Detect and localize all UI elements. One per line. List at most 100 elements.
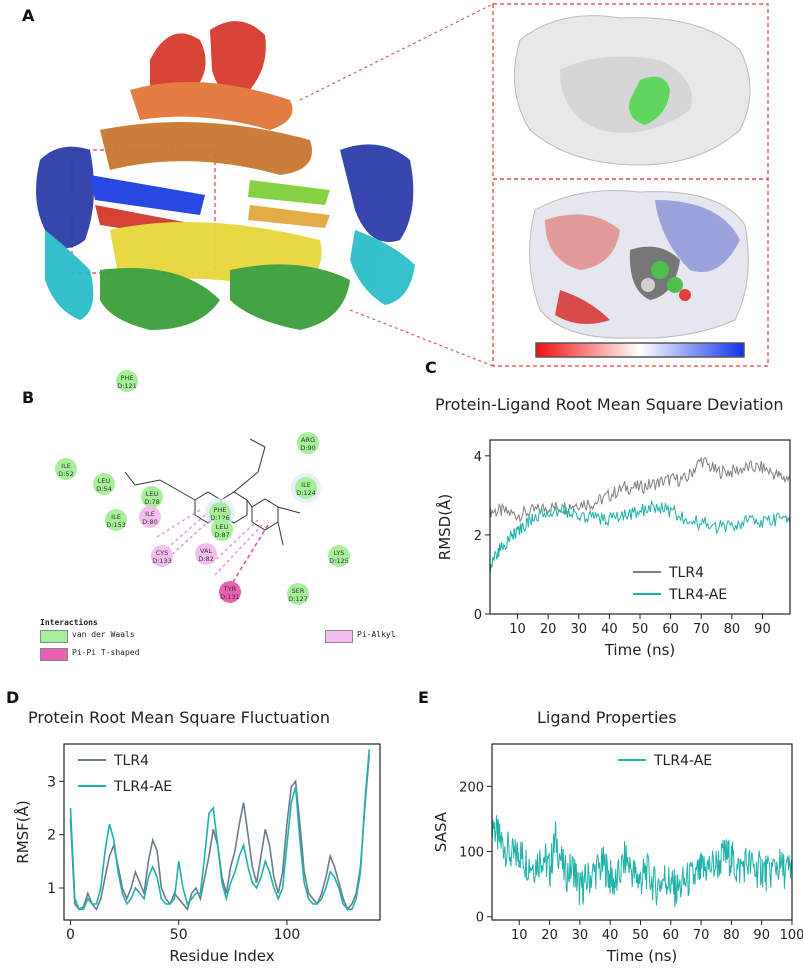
series-line-tlr4-ae — [489, 499, 791, 573]
x-tick-label: 60 — [662, 622, 679, 637]
residue-id: D:52 — [58, 470, 73, 478]
x-tick-label: 40 — [602, 928, 619, 943]
residue-id: D:54 — [96, 485, 111, 493]
residue-name: ILE — [145, 510, 155, 518]
x-tick-label: 80 — [723, 928, 740, 943]
x-tick-label: 80 — [724, 622, 741, 637]
residue-name: TYR — [223, 585, 237, 593]
surface-view-bottom — [529, 190, 749, 339]
residue-name: ARG — [301, 436, 315, 444]
zoom-connector-bottom — [349, 309, 494, 367]
x-axis-label: Time (ns) — [604, 641, 676, 659]
residue-disc — [151, 545, 173, 567]
x-tick-label: 100 — [780, 928, 803, 943]
residue-id: D:125 — [329, 557, 349, 565]
series-line-tlr4 — [489, 456, 791, 523]
interaction-lines — [154, 509, 263, 576]
y-tick-label: 0 — [476, 911, 484, 926]
x-axis-label: Time (ns) — [606, 947, 678, 965]
x-axis-label: Residue Index — [169, 947, 274, 965]
x-tick-label: 90 — [754, 622, 771, 637]
residue-id: D:124 — [296, 489, 316, 497]
residue-id: D:82 — [198, 555, 213, 563]
residue-disc — [297, 432, 319, 454]
x-tick-label: 20 — [541, 928, 558, 943]
residue-id: D:80 — [142, 518, 157, 526]
residue-disc — [211, 519, 233, 541]
x-tick-label: 10 — [509, 622, 526, 637]
protein-ribbon — [36, 21, 415, 330]
panel-label-e: E — [418, 688, 429, 707]
legend-label: TLR4 — [668, 565, 704, 581]
residue-name: PHE — [214, 506, 227, 514]
residue-disc — [55, 458, 77, 480]
legend-label: TLR4 — [113, 753, 149, 769]
series-line-tlr4 — [69, 754, 370, 911]
residue-name: ILE — [61, 462, 71, 470]
residue-id: D:121 — [117, 382, 137, 390]
chart-e-title: Ligand Properties — [537, 708, 677, 727]
electrostatic-color-bar — [535, 342, 745, 358]
x-tick-label: 30 — [571, 622, 588, 637]
chart-d-title: Protein Root Mean Square Fluctuation — [28, 708, 331, 727]
residue-id: D:126 — [210, 514, 230, 522]
y-tick-label: 200 — [459, 780, 484, 795]
residue-id: D:153 — [106, 521, 126, 529]
legend-swatch-vdw — [40, 630, 68, 643]
residue-name: PHE — [121, 374, 134, 382]
interaction-diagram: PHED:121ARGD:90ILED:124ILED:52LEUD:54LEU… — [55, 370, 350, 605]
x-tick-label: 70 — [693, 928, 710, 943]
y-axis-label: SASA — [432, 811, 450, 852]
x-tick-label: 50 — [170, 927, 188, 943]
legend-label: TLR4-AE — [668, 587, 727, 603]
panel-label-b: B — [22, 388, 35, 407]
residue-disc — [141, 486, 163, 508]
x-tick-label: 60 — [663, 928, 680, 943]
chart-c-title: Protein-Ligand Root Mean Square Deviatio… — [435, 395, 784, 414]
residue-name: ILE — [111, 513, 121, 521]
x-tick-label: 0 — [66, 927, 75, 943]
y-tick-label: 100 — [459, 846, 484, 861]
legend-swatch-alkyl — [325, 630, 353, 643]
y-tick-label: 3 — [47, 774, 56, 790]
residue-id: D:87 — [214, 531, 229, 539]
panel-label-c: C — [425, 358, 437, 377]
residue-name: LEU — [98, 477, 111, 485]
panel-a-structure — [36, 3, 769, 367]
legend-title: Interactions — [40, 618, 98, 627]
plot-frame — [491, 743, 793, 921]
residue-name: LEU — [216, 523, 229, 531]
residue-name: ILE — [301, 481, 311, 489]
residue-id: D:131 — [220, 593, 240, 601]
residue-name: LEU — [146, 490, 159, 498]
surface-view-top — [513, 15, 751, 166]
chart-d: 0 50 100 1 2 3 Residue Index RMSF(Å) TLR4 TLR4-AE — [13, 743, 381, 965]
legend-label: TLR4-AE — [113, 779, 172, 795]
x-tick-label: 40 — [601, 622, 618, 637]
x-tick-label: 90 — [753, 928, 770, 943]
panel-label-d: D — [6, 688, 20, 707]
residue-disc — [219, 581, 241, 603]
plot-frame — [63, 743, 381, 921]
x-tick-label: 50 — [632, 928, 649, 943]
x-tick-label: 10 — [511, 928, 528, 943]
residue-disc — [93, 473, 115, 495]
x-tick-label: 100 — [274, 927, 301, 943]
residue-disc — [105, 509, 127, 531]
residue-layer: PHED:121ARGD:90ILED:124ILED:52LEUD:54LEU… — [55, 370, 350, 605]
residue-id: D:78 — [144, 498, 159, 506]
residue-disc — [287, 583, 309, 605]
y-tick-label: 2 — [47, 828, 56, 844]
residue-name: LYS — [334, 549, 345, 557]
legend-label-alkyl: Pi-Alkyl — [357, 630, 396, 639]
panel-label-a: A — [22, 6, 35, 25]
